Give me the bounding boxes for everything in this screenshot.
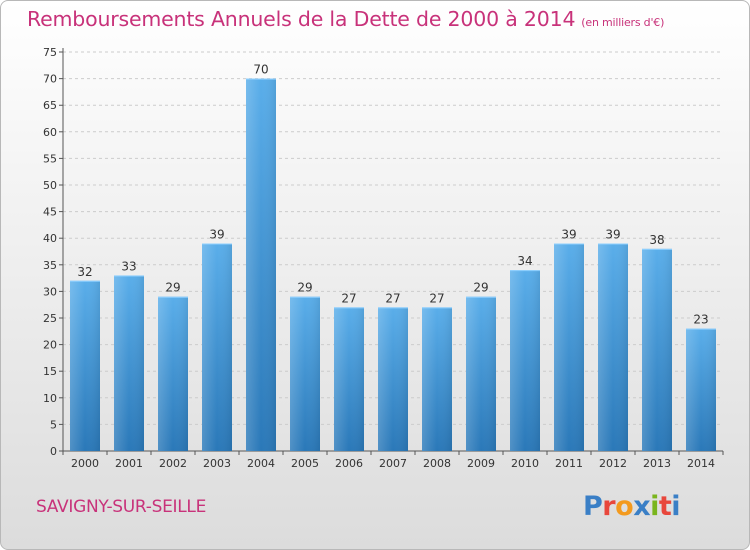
bar-value-label: 38 [649, 233, 664, 247]
bar-value-label: 32 [77, 265, 92, 279]
bar-value-label: 70 [253, 63, 268, 77]
y-tick-label: 70 [43, 73, 57, 86]
x-tick-label: 2004 [247, 457, 275, 470]
y-tick-label: 25 [43, 312, 57, 325]
bars [70, 78, 716, 451]
bar-value-label: 27 [385, 291, 400, 305]
y-tick-label: 75 [43, 46, 57, 59]
y-tick-labels: 0 5 10 15 20 25 30 35 40 45 50 55 60 65 70 75 [43, 46, 57, 458]
y-tick-label: 60 [43, 126, 57, 139]
x-tick-label: 2008 [423, 457, 451, 470]
bar-shine [642, 248, 672, 451]
logo-letter: x [633, 491, 651, 522]
commune-name: SAVIGNY-SUR-SEILLE [36, 497, 207, 517]
y-tick-label: 40 [43, 232, 57, 245]
x-tick-label: 2005 [291, 457, 319, 470]
y-tick-label: 35 [43, 259, 57, 272]
logo-letter: P [583, 491, 603, 522]
x-tick-label: 2012 [599, 457, 627, 470]
x-tick-label: 2013 [643, 457, 671, 470]
bar-value-label: 39 [209, 228, 224, 242]
x-tick-label: 2006 [335, 457, 363, 470]
bar-shine [334, 307, 364, 451]
x-tick-labels: 2000 2001 2002 2003 2004 2005 2006 2007 2008 2009… [71, 457, 715, 470]
x-tick-label: 2007 [379, 457, 407, 470]
y-tick-label: 30 [43, 285, 57, 298]
y-tick-label: 65 [43, 99, 57, 112]
y-tick-label: 20 [43, 339, 57, 352]
y-tick-label: 10 [43, 392, 57, 405]
value-labels: 32 33 29 39 70 29 27 27 27 29 34 39 39 38 23 [77, 63, 708, 327]
logo-letter: o [615, 491, 634, 522]
y-tick-label: 55 [43, 152, 57, 165]
y-tick-label: 15 [43, 365, 57, 378]
bar-shine [114, 275, 144, 451]
logo-letter: i [671, 491, 681, 522]
bar-shine [422, 307, 452, 451]
bar-shine [158, 296, 188, 451]
bar-shine [686, 328, 716, 451]
bar-value-label: 29 [473, 281, 488, 295]
x-tick-label: 2014 [687, 457, 715, 470]
x-tick-label: 2002 [159, 457, 187, 470]
bar-shine [510, 270, 540, 451]
bar-value-label: 33 [121, 259, 136, 273]
bar-shine [466, 296, 496, 451]
bar-value-label: 29 [165, 281, 180, 295]
x-tick-label: 2000 [71, 457, 99, 470]
bar-value-label: 29 [297, 281, 312, 295]
bar-value-label: 27 [429, 291, 444, 305]
y-tick-label: 5 [50, 418, 57, 431]
bar-shine [554, 243, 584, 451]
x-tick-label: 2011 [555, 457, 583, 470]
chart-title: Remboursements Annuels de la Dette de 20… [27, 7, 664, 31]
logo-letter: r [602, 491, 616, 522]
bar-value-label: 34 [517, 254, 532, 268]
bar-shine [246, 78, 276, 451]
bar-shine [202, 243, 232, 451]
proxiti-logo: Proxiti [583, 491, 681, 522]
x-tick-label: 2001 [115, 457, 143, 470]
bar-value-label: 23 [693, 313, 708, 327]
bar-shine [70, 280, 100, 451]
y-tick-label: 0 [50, 445, 57, 458]
logo-letter: i [650, 491, 659, 522]
x-tick-label: 2003 [203, 457, 231, 470]
x-tick-label: 2009 [467, 457, 495, 470]
chart-subtitle: (en milliers d'€) [581, 16, 665, 29]
x-tick-label: 2010 [511, 457, 539, 470]
chart-title-text: Remboursements Annuels de la Dette de 20… [27, 7, 576, 31]
logo-letter: t [658, 491, 672, 522]
bar-value-label: 27 [341, 291, 356, 305]
bar-value-label: 39 [605, 228, 620, 242]
bar-value-label: 39 [561, 228, 576, 242]
y-tick-label: 45 [43, 206, 57, 219]
bar-shine [378, 307, 408, 451]
bar-shine [290, 296, 320, 451]
bar-shine [598, 243, 628, 451]
y-tick-label: 50 [43, 179, 57, 192]
